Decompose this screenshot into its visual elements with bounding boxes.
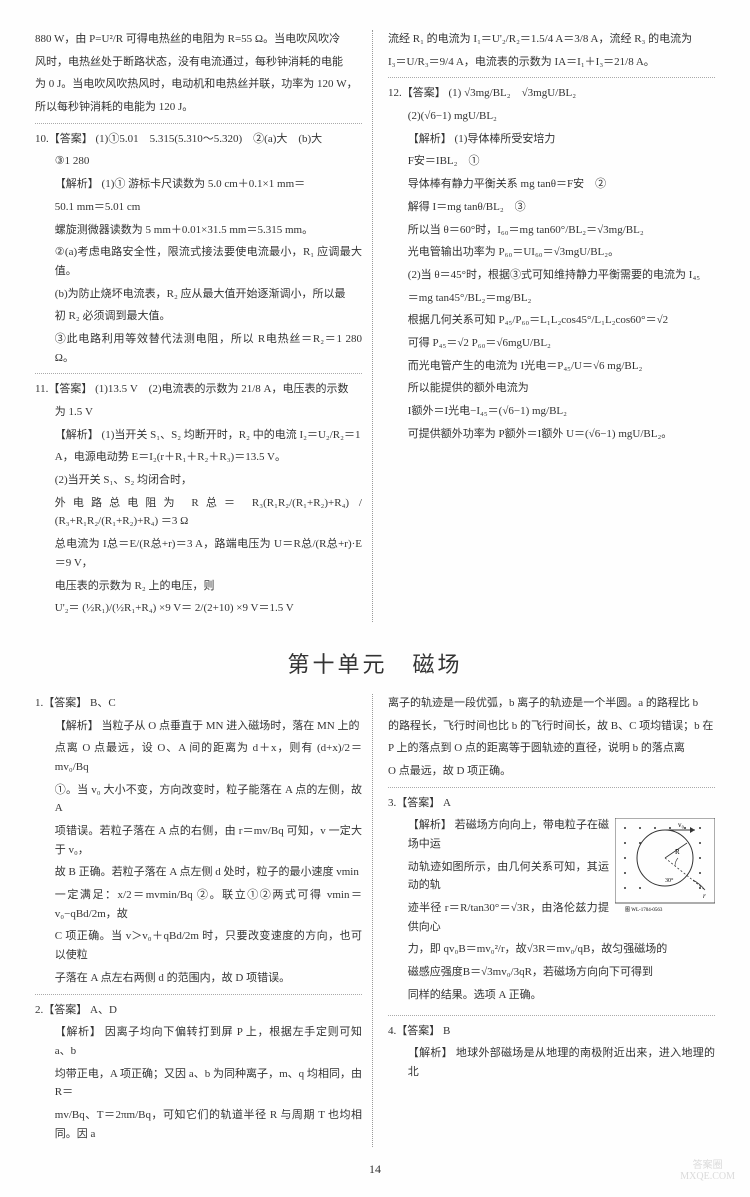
q11-answer: 11.【答案】 (1)13.5 V (2)电流表的示数为 21/8 A，电压表的… xyxy=(35,380,362,399)
q12-explain: 所以当 θ＝60°时，I₆₀＝mg tan60°/BL₂＝√3mg/BL₂ xyxy=(388,221,715,240)
label-R: R xyxy=(675,848,680,856)
q12-line2: (2)(√6−1) mgU/BL₂ xyxy=(388,107,715,126)
q1-explain: 【解析】 当粒子从 O 点垂直于 MN 进入磁场时，落在 MN 上的 xyxy=(35,717,362,736)
q12-explain: ＝mg tan45°/BL₂＝mg/BL₂ xyxy=(388,289,715,308)
p: P 上的落点到 O 点的距离等于圆轨迹的直径，说明 b 的落点离 xyxy=(388,739,715,758)
q12-explain: 可提供额外功率为 P额外＝I额外 U＝(√6−1) mgU/BL₂。 xyxy=(388,425,715,444)
q3-explain: 磁感应强度B＝√3mv₀/3qR，若磁场方向向下可得到 xyxy=(388,963,715,982)
top-left-col: 880 W，由 P=U²/R 可得电热丝的电阻为 R=55 Ω。当电吹风吹冷 风… xyxy=(35,30,373,622)
q10-answer: 10.【答案】 (1)①5.01 5.315(5.310～5.320) ②(a)… xyxy=(35,130,362,149)
q1-explain: 子落在 A 点左右两侧 d 的范围内，故 D 项错误。 xyxy=(35,969,362,988)
q4-answer: 4.【答案】 B xyxy=(388,1022,715,1041)
q12-explain: 而光电管产生的电流为 I光电＝P₄₅/U＝√6 mg/BL₂ xyxy=(388,357,715,376)
q11-line2: 为 1.5 V xyxy=(35,403,362,422)
q12-explain: 可得 P₄₅＝√2 P₆₀＝√6mgU/BL₂ xyxy=(388,334,715,353)
q11-explain: 电压表的示数为 R₂ 上的电压，则 xyxy=(35,577,362,596)
dotted-divider xyxy=(35,994,362,995)
q10-explain: 50.1 mm＝5.01 cm xyxy=(35,198,362,217)
p: 风时，电热丝处于断路状态，没有电流通过，每秒钟消耗的电能 xyxy=(35,53,362,72)
q10-explain: ②(a)考虑电路安全性，限流式接法要使电流最小，R₁ 应调最大值。 xyxy=(35,243,362,280)
p: 为 0 J。当电吹风吹热风时，电动机和电热丝并联，功率为 120 W， xyxy=(35,75,362,94)
top-right-col: 流经 R₁ 的电流为 I₁＝U'₂/R₂＝1.5/4 A＝3/8 A，流经 R₃… xyxy=(388,30,715,622)
p: I₃＝U/R₃＝9/4 A，电流表的示数为 IA＝I₁＋I₃＝21/8 A。 xyxy=(388,53,715,72)
q11-explain: 外电路总电阻为 R总＝ R₃(R₁R₂/(R₁+R₂)+R₄) / (R₃+R₁… xyxy=(35,494,362,531)
q12-explain: 根据几何关系可知 P₄₅/P₆₀＝L₁L₂cos45°/L₁L₂cos60°＝√… xyxy=(388,311,715,330)
q3-answer: 3.【答案】 A xyxy=(388,794,715,813)
q3-explain: 力，即 qv₀B＝mv₀²/r，故√3R＝mv₀/qB，故匀强磁场的 xyxy=(388,940,715,959)
q4-explain: 【解析】 地球外部磁场是从地理的南极附近出来，进入地理的北 xyxy=(388,1044,715,1081)
q1-answer: 1.【答案】 B、C xyxy=(35,694,362,713)
q2-explain: 均带正电，A 项正确；又因 a、b 为同种离子，m、q 均相同，由 R＝ xyxy=(35,1065,362,1102)
p: 880 W，由 P=U²/R 可得电热丝的电阻为 R=55 Ω。当电吹风吹冷 xyxy=(35,30,362,49)
bottom-left-col: 1.【答案】 B、C 【解析】 当粒子从 O 点垂直于 MN 进入磁场时，落在 … xyxy=(35,694,373,1147)
q12-explain: 所以能提供的额外电流为 xyxy=(388,379,715,398)
q1-explain: 一定满足：x/2＝mvmin/Bq ②。联立①②两式可得 vmin＝v₀−qBd… xyxy=(35,886,362,923)
dotted-divider xyxy=(388,787,715,788)
q11-explain: U'₂＝ (½R₁)/(½R₁+R₄) ×9 V＝ 2/(2+10) ×9 V＝… xyxy=(35,599,362,618)
label-angle: 30° xyxy=(665,877,674,884)
q1-explain: 点离 O 点最远，设 O、A 间的距离为 d＋x，则有 (d+x)/2＝mv₀/… xyxy=(35,739,362,776)
q12-explain: (2)当 θ＝45°时，根据③式可知维持静力平衡需要的电流为 I₄₅ xyxy=(388,266,715,285)
unit-title: 第十单元 磁场 xyxy=(35,647,715,679)
p: 所以每秒钟消耗的电能为 120 J。 xyxy=(35,98,362,117)
q11-explain: A，电源电动势 E＝I₂(r＋R₁＋R₂＋R₃)＝13.5 V。 xyxy=(35,448,362,467)
dotted-divider xyxy=(388,1015,715,1016)
q10-explain: ③此电路利用等效替代法测电阻，所以 R电热丝＝R₂＝1 280 Ω。 xyxy=(35,330,362,367)
bottom-right-col: 离子的轨迹是一段优弧，b 离子的轨迹是一个半圆。a 的路程比 b 的路程长，飞行… xyxy=(388,694,715,1147)
q10-explain: 螺旋测微器读数为 5 mm＋0.01×31.5 mm＝5.315 mm。 xyxy=(35,221,362,240)
top-columns: 880 W，由 P=U²/R 可得电热丝的电阻为 R=55 Ω。当电吹风吹冷 风… xyxy=(35,30,715,622)
q1-explain: C 项正确。当 v＞v₀＋qBd/2m 时，只要改变速度的方向，也可以使粒 xyxy=(35,927,362,964)
label-v0: v₀ xyxy=(678,821,685,829)
page-number: 14 xyxy=(35,1162,715,1177)
q12-explain: I额外＝I光电−I₄₅＝(√6−1) mg/BL₂ xyxy=(388,402,715,421)
q12-explain: 解得 I＝mg tanθ/BL₂ ③ xyxy=(388,198,715,217)
diagram-figure: v₀ R r 30° 图 WL-1704-0563 xyxy=(615,818,715,913)
q11-explain: 【解析】 (1)当开关 S₁、S₂ 均断开时，R₂ 中的电流 I₂＝U₂/R₂＝… xyxy=(35,426,362,445)
q1-explain: ①。当 v₀ 大小不变，方向改变时，粒子能落在 A 点的左侧，故 A xyxy=(35,781,362,818)
q2-answer: 2.【答案】 A、D xyxy=(35,1001,362,1020)
p: 离子的轨迹是一段优弧，b 离子的轨迹是一个半圆。a 的路程比 b xyxy=(388,694,715,713)
q12-explain: F安＝IBL₂ ① xyxy=(388,152,715,171)
q3-explain: 同样的结果。选项 A 正确。 xyxy=(388,986,715,1005)
bottom-columns: 1.【答案】 B、C 【解析】 当粒子从 O 点垂直于 MN 进入磁场时，落在 … xyxy=(35,694,715,1147)
dotted-divider xyxy=(35,123,362,124)
q12-explain: 导体棒有静力平衡关系 mg tanθ＝F安 ② xyxy=(388,175,715,194)
q10-explain: (b)为防止烧坏电流表，R₂ 应从最大值开始逐渐调小，所以最 xyxy=(35,285,362,304)
q1-explain: 故 B 正确。若粒子落在 A 点左侧 d 处时，粒子的最小速度 vmin xyxy=(35,863,362,882)
q10-explain: 【解析】 (1)① 游标卡尺读数为 5.0 cm＋0.1×1 mm＝ xyxy=(35,175,362,194)
watermark-line1: 答案圈 xyxy=(680,1156,735,1171)
q2-explain: mv/Bq、T＝2πm/Bq，可知它们的轨道半径 R 与周期 T 也均相同。因 … xyxy=(35,1106,362,1143)
q1-explain: 项错误。若粒子落在 A 点的右侧，由 r＝mv/Bq 可知，v 一定大于 v₀， xyxy=(35,822,362,859)
dotted-divider xyxy=(35,373,362,374)
p: O 点最远，故 D 项正确。 xyxy=(388,762,715,781)
q11-explain: (2)当开关 S₁、S₂ 均闭合时， xyxy=(35,471,362,490)
q10-line2: ③1 280 xyxy=(35,152,362,171)
q12-explain: 【解析】 (1)导体棒所受安培力 xyxy=(388,130,715,149)
diagram-caption: 图 WL-1704-0563 xyxy=(625,907,663,913)
label-r: r xyxy=(703,892,706,900)
p: 的路程长，飞行时间也比 b 的飞行时间长，故 B、C 项均错误；b 在 xyxy=(388,717,715,736)
q2-explain: 【解析】 因离子均向下偏转打到屏 P 上，根据左手定则可知 a、b xyxy=(35,1023,362,1060)
watermark-line2: MXQE.COM xyxy=(680,1171,735,1182)
q12-explain: 光电管输出功率为 P₆₀＝UI₆₀＝√3mgU/BL₂。 xyxy=(388,243,715,262)
q11-explain: 总电流为 I总＝E/(R总+r)＝3 A，路端电压为 U＝R总/(R总+r)·E… xyxy=(35,535,362,572)
p: 流经 R₁ 的电流为 I₁＝U'₂/R₂＝1.5/4 A＝3/8 A，流经 R₃… xyxy=(388,30,715,49)
q10-explain: 初 R₂ 必须调到最大值。 xyxy=(35,307,362,326)
dotted-divider xyxy=(388,77,715,78)
q12-answer: 12.【答案】 (1) √3mg/BL₂ √3mgU/BL₂ xyxy=(388,84,715,103)
watermark: 答案圈 MXQE.COM xyxy=(680,1156,735,1182)
